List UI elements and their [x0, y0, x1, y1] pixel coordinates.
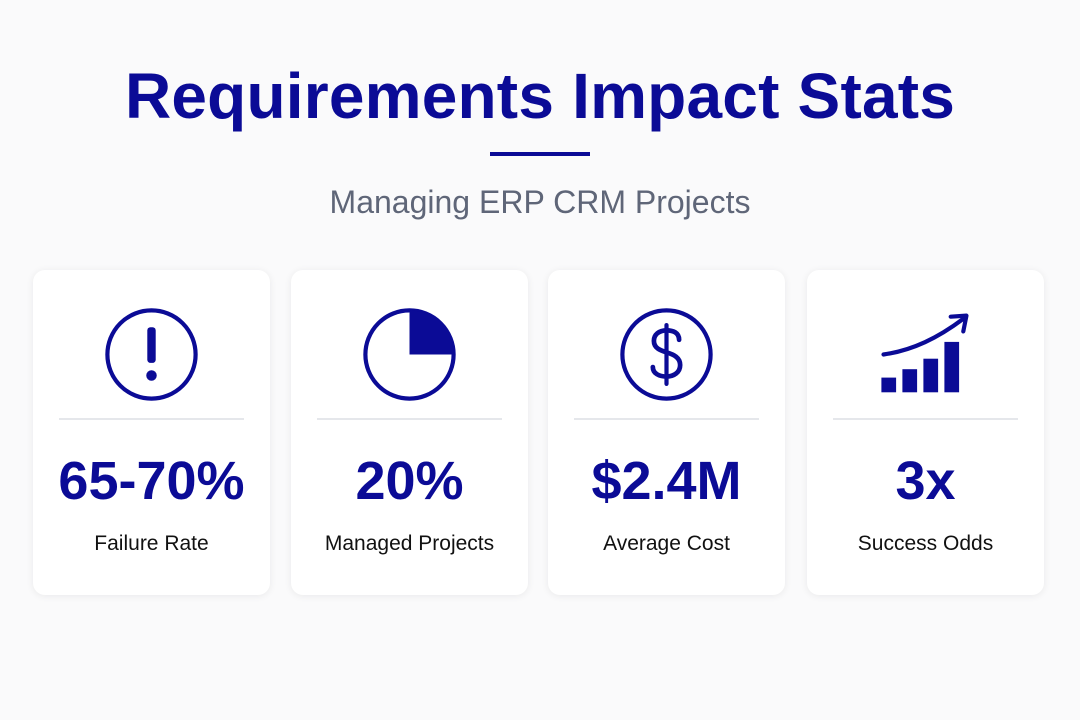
stat-label: Average Cost [603, 532, 730, 555]
page-subtitle: Managing ERP CRM Projects [329, 184, 751, 220]
title-divider [490, 152, 590, 156]
rising-bar-chart-icon [873, 302, 978, 407]
pie-quarter-icon [357, 302, 462, 407]
stat-card-average-cost: $2.4M Average Cost [548, 270, 785, 595]
stat-card-managed-projects: 20% Managed Projects [291, 270, 528, 595]
card-divider [833, 418, 1018, 420]
stat-card-failure-rate: 65-70% Failure Rate [33, 270, 270, 595]
card-divider [574, 418, 759, 420]
card-divider [59, 418, 244, 420]
card-divider [317, 418, 502, 420]
stat-value: 3x [895, 451, 956, 511]
stat-value: 20% [355, 451, 464, 511]
pie-slice [409, 310, 454, 355]
stat-label: Managed Projects [324, 532, 495, 555]
dollar-circle-icon [614, 302, 719, 407]
stat-label: Success Odds [857, 532, 994, 555]
exclamation-circle-icon [99, 302, 204, 407]
stat-value: $2.4M [591, 451, 742, 511]
page-title: Requirements Impact Stats [124, 60, 956, 132]
stat-value: 65-70% [58, 451, 245, 511]
stat-card-success-odds: 3x Success Odds [807, 270, 1044, 595]
stat-label: Failure Rate [94, 532, 209, 555]
